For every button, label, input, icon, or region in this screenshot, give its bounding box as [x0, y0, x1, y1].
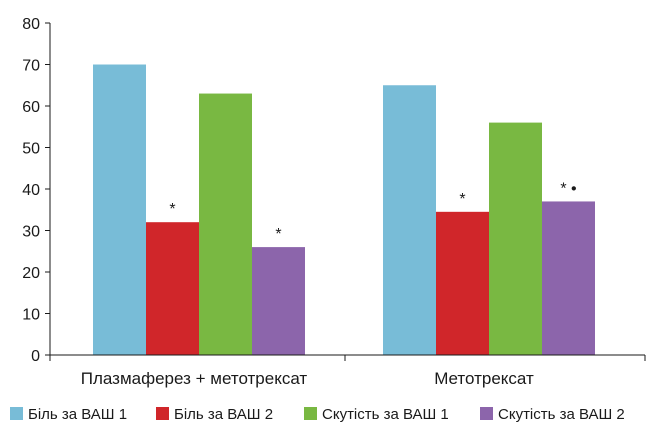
significance-marker: *	[275, 226, 281, 243]
bar-1-category-2	[383, 85, 436, 355]
legend-swatch	[156, 407, 169, 420]
legend-item: Скутість за ВАШ 2	[480, 406, 625, 423]
significance-marker: * •	[560, 180, 576, 197]
legend-label: Біль за ВАШ 2	[174, 406, 273, 423]
y-tick-label: 50	[22, 141, 40, 158]
y-tick-label: 30	[22, 224, 40, 241]
category-label: Плазмаферез + метотрексат	[81, 369, 308, 388]
annotations-layer: * * * * •	[169, 180, 576, 243]
bar-3-category-2	[489, 122, 542, 355]
legend-label: Скутість за ВАШ 1	[322, 406, 449, 423]
category-label: Метотрексат	[434, 369, 534, 388]
legend-swatch	[10, 407, 23, 420]
y-tick-label: 10	[22, 307, 40, 324]
legend-item: Біль за ВАШ 2	[156, 406, 273, 423]
axes-layer: 0 10 20 30 40 50 60 70 80 Плазмаферез + метотрекс…	[22, 16, 646, 388]
y-tick-label: 70	[22, 58, 40, 75]
y-tick-label: 60	[22, 99, 40, 116]
bar-2-category-1	[146, 222, 199, 355]
legend-item: Біль за ВАШ 1	[10, 406, 127, 423]
bar-3-category-1	[199, 93, 252, 356]
bar-4-category-2	[542, 201, 595, 355]
y-tick-label: 80	[22, 16, 40, 33]
bars-layer	[93, 64, 595, 356]
significance-marker: *	[169, 201, 175, 218]
bar-2-category-2	[436, 211, 489, 355]
y-tick-label: 0	[31, 348, 40, 365]
legend-item: Скутість за ВАШ 1	[304, 406, 449, 423]
bar-1-category-1	[93, 64, 146, 355]
y-tick-label: 20	[22, 265, 40, 282]
legend-swatch	[480, 407, 493, 420]
legend-swatch	[304, 407, 317, 420]
significance-marker: *	[459, 191, 465, 208]
bar-4-category-1	[252, 247, 305, 355]
legend-label: Скутість за ВАШ 2	[498, 406, 625, 423]
y-tick-label: 40	[22, 182, 40, 199]
legend-label: Біль за ВАШ 1	[28, 406, 127, 423]
legend: Біль за ВАШ 1 Біль за ВАШ 2 Скутість за ВА…	[10, 406, 625, 423]
